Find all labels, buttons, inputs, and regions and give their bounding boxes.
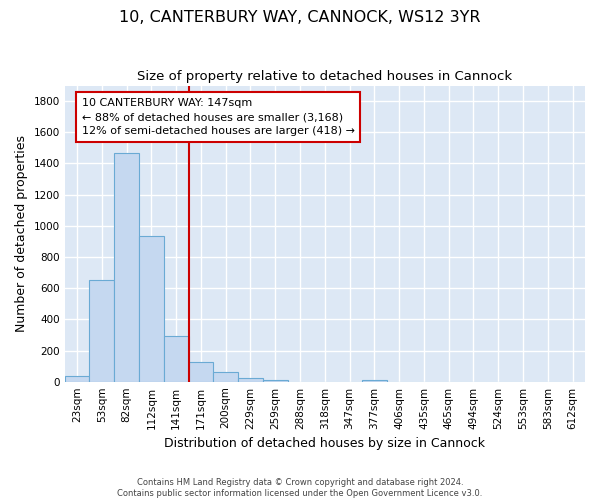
Text: Contains HM Land Registry data © Crown copyright and database right 2024.
Contai: Contains HM Land Registry data © Crown c… bbox=[118, 478, 482, 498]
X-axis label: Distribution of detached houses by size in Cannock: Distribution of detached houses by size … bbox=[164, 437, 485, 450]
Bar bbox=[89, 280, 114, 382]
Bar bbox=[114, 152, 139, 382]
Title: Size of property relative to detached houses in Cannock: Size of property relative to detached ho… bbox=[137, 70, 512, 83]
Y-axis label: Number of detached properties: Number of detached properties bbox=[15, 135, 28, 332]
Bar bbox=[214, 372, 238, 382]
Bar bbox=[65, 376, 89, 382]
Bar bbox=[362, 380, 387, 382]
Bar bbox=[188, 362, 214, 382]
Bar bbox=[139, 236, 164, 382]
Text: 10 CANTERBURY WAY: 147sqm
← 88% of detached houses are smaller (3,168)
12% of se: 10 CANTERBURY WAY: 147sqm ← 88% of detac… bbox=[82, 98, 355, 136]
Text: 10, CANTERBURY WAY, CANNOCK, WS12 3YR: 10, CANTERBURY WAY, CANNOCK, WS12 3YR bbox=[119, 10, 481, 25]
Bar bbox=[238, 378, 263, 382]
Bar bbox=[263, 380, 287, 382]
Bar bbox=[164, 336, 188, 382]
